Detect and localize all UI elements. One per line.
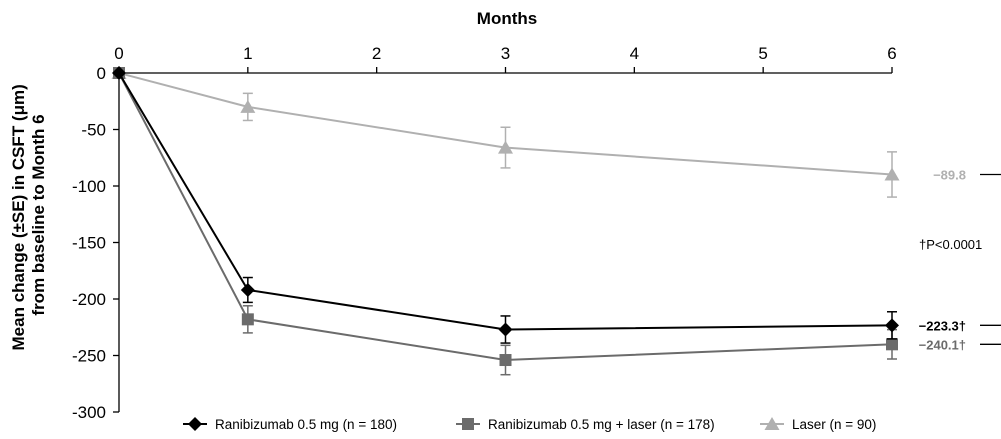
legend-swatch-marker-0 xyxy=(188,417,202,431)
legend-swatch-marker-1 xyxy=(462,418,474,430)
series-1-end-label: −240.1† xyxy=(919,337,966,352)
series-2-end-label: −89.8 xyxy=(933,167,966,182)
series-2-line xyxy=(118,72,893,176)
x-tick-label-1: 1 xyxy=(243,44,252,63)
axes: 0 1 2 3 4 5 6 0 -50 -100 -150 -200 -250 -300 xyxy=(72,44,897,422)
series-0-point-2 xyxy=(498,322,513,337)
x-tick-label-6: 6 xyxy=(887,44,896,63)
x-tick-label-4: 4 xyxy=(630,44,639,63)
series-0-point-1 xyxy=(240,282,255,297)
legend-label-0: Ranibizumab 0.5 mg (n = 180) xyxy=(215,417,397,432)
x-tick-label-5: 5 xyxy=(758,44,767,63)
x-tick-label-2: 2 xyxy=(372,44,381,63)
series-1-point-2 xyxy=(499,354,512,367)
series-0-point-0 xyxy=(112,66,126,80)
x-axis-title: Months xyxy=(477,9,537,28)
series-2-point-3 xyxy=(884,167,900,181)
y-tick-label-6: -300 xyxy=(72,403,106,422)
legend-label-1: Ranibizumab 0.5 mg + laser (n = 178) xyxy=(488,417,715,432)
y-tick-label-2: -100 xyxy=(72,177,106,196)
series-0 xyxy=(112,66,899,344)
significance-note: †P<0.0001 xyxy=(919,237,982,252)
series-0-end-label: −223.3† xyxy=(919,318,966,333)
series-layer xyxy=(111,66,900,376)
x-tick-label-0: 0 xyxy=(114,44,123,63)
y-tick-label-4: -200 xyxy=(72,290,106,309)
legend-swatch-marker-2 xyxy=(764,417,780,430)
legend-item-1: Ranibizumab 0.5 mg + laser (n = 178) xyxy=(456,417,715,432)
y-axis-title: Mean change (±SE) in CSFT (μm) from base… xyxy=(9,80,48,351)
series-1 xyxy=(113,67,898,376)
x-tick-label-3: 3 xyxy=(501,44,510,63)
series-2-point-2 xyxy=(498,140,513,154)
legend-item-2: Laser (n = 90) xyxy=(760,417,876,432)
y-axis-title-line-2: from baseline to Month 6 xyxy=(29,114,48,315)
legend: Ranibizumab 0.5 mg (n = 180) Ranibizumab … xyxy=(183,417,876,432)
legend-label-2: Laser (n = 90) xyxy=(792,417,876,432)
y-tick-label-1: -50 xyxy=(81,121,106,140)
y-tick-label-0: 0 xyxy=(97,64,106,83)
series-1-point-1 xyxy=(241,313,254,326)
series-0-point-3 xyxy=(885,318,899,333)
y-tick-label-5: -250 xyxy=(72,347,106,366)
y-axis-title-line-1: Mean change (±SE) in CSFT (μm) xyxy=(9,84,28,350)
labels-layer: −89.8 −240.1† −223.3† xyxy=(919,167,1001,352)
y-tick-label-3: -150 xyxy=(72,234,106,253)
series-1-point-3 xyxy=(886,338,898,351)
series-2-point-1 xyxy=(240,99,256,113)
series-0-line xyxy=(118,72,893,331)
legend-item-0: Ranibizumab 0.5 mg (n = 180) xyxy=(183,417,397,432)
series-2 xyxy=(111,66,900,198)
series-1-line xyxy=(118,72,893,362)
